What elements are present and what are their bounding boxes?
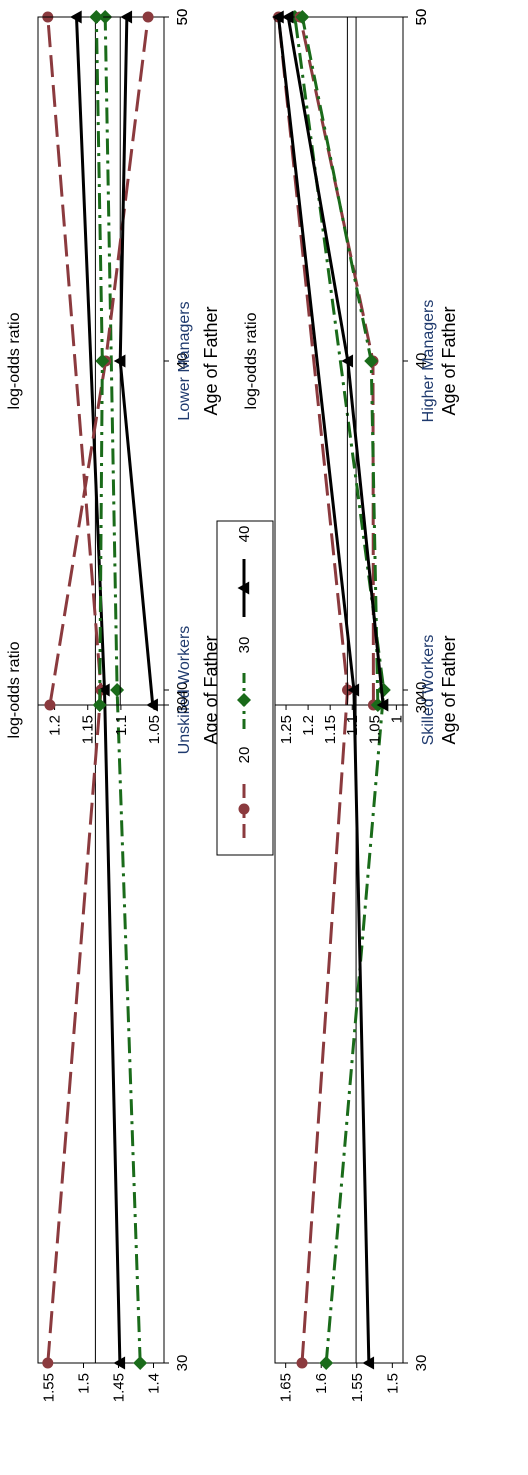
panel-title: Skilled Workers: [420, 635, 437, 746]
data-point-20: [296, 1357, 308, 1369]
y-tick-label: 1.05: [146, 715, 163, 744]
data-point-20: [142, 11, 154, 23]
data-point-40: [146, 698, 158, 712]
data-point-30: [89, 10, 104, 24]
y-axis-label: log-odds ratio: [6, 641, 23, 738]
x-tick-label: 50: [174, 9, 191, 26]
y-tick-label: 1.25: [278, 715, 295, 744]
y-tick-label: 1.5: [384, 1373, 401, 1394]
x-tick-label: 30: [413, 1355, 430, 1372]
data-point-40: [113, 1356, 126, 1370]
y-tick-label: 1.65: [278, 1373, 295, 1402]
data-point-30: [133, 1356, 148, 1370]
legend-label-20: 20: [236, 747, 253, 764]
y-tick-label: 1.1: [113, 715, 130, 736]
y-tick-label: 1.55: [349, 1373, 366, 1402]
legend: 20 30 40: [216, 520, 274, 856]
x-tick-label: 50: [413, 9, 430, 26]
data-point-30: [364, 354, 379, 368]
y-tick-label: 1.05: [366, 715, 383, 744]
series-line-20: [46, 16, 103, 1364]
y-tick-label: 1.15: [80, 715, 97, 744]
y-axis-label: log-odds ratio: [243, 312, 260, 409]
x-tick-label: 40: [174, 353, 191, 370]
x-tick-label: 40: [413, 682, 430, 699]
data-point-40: [98, 683, 110, 697]
data-point-40: [113, 354, 126, 368]
data-point-30: [110, 683, 125, 697]
y-tick-label: 1.2: [300, 715, 317, 736]
data-point-40: [281, 10, 294, 24]
x-axis-label: Age of Father: [439, 306, 459, 415]
x-tick-label: 50: [413, 9, 430, 26]
panel-title: Higher Managers: [420, 300, 437, 423]
data-point-40: [347, 683, 360, 697]
legend-marker-20: [238, 803, 250, 815]
x-axis-label: Age of Father: [201, 306, 221, 415]
y-tick-label: 1.45: [111, 1373, 128, 1402]
data-point-40: [362, 1356, 375, 1370]
series-line-20: [277, 16, 350, 1364]
panel-title: Lower Managers: [176, 301, 193, 420]
x-tick-label: 30: [413, 697, 430, 714]
legend-label-30: 30: [236, 637, 253, 654]
x-axis-label: Age of Father: [201, 635, 221, 744]
x-tick-label: 50: [174, 9, 191, 26]
y-tick-label: 1: [388, 715, 405, 723]
x-axis-label: Age of Father: [439, 635, 459, 744]
y-axis-label: log-odds ratio: [6, 312, 23, 409]
data-point-20: [42, 1357, 54, 1369]
legend-marker-40: [237, 581, 250, 595]
data-point-30: [319, 1356, 334, 1370]
data-point-40: [341, 354, 354, 368]
x-tick-label: 30: [174, 1355, 191, 1372]
data-point-30: [95, 354, 110, 368]
y-tick-label: 1.5: [76, 1373, 93, 1394]
y-tick-label: 1.2: [47, 715, 64, 736]
data-point-40: [376, 698, 389, 712]
x-tick-label: 40: [413, 353, 430, 370]
series-line-30: [293, 16, 386, 1364]
data-point-40: [120, 10, 133, 24]
y-tick-label: 1.55: [41, 1373, 58, 1402]
data-point-30: [92, 698, 107, 712]
data-point-30: [295, 10, 310, 24]
x-tick-label: 30: [174, 697, 191, 714]
data-point-20: [44, 699, 56, 711]
x-tick-label: 40: [174, 682, 191, 699]
y-tick-label: 1.1: [344, 715, 361, 736]
series-line-20: [298, 16, 375, 706]
panel-title: Unskilled Workers: [176, 626, 193, 755]
y-tick-label: 1.15: [322, 715, 339, 744]
legend-label-40: 40: [236, 526, 253, 543]
y-tick-label: 1.4: [146, 1373, 163, 1394]
y-tick-label: 1.6: [313, 1373, 330, 1394]
legend-marker-30: [237, 693, 251, 707]
